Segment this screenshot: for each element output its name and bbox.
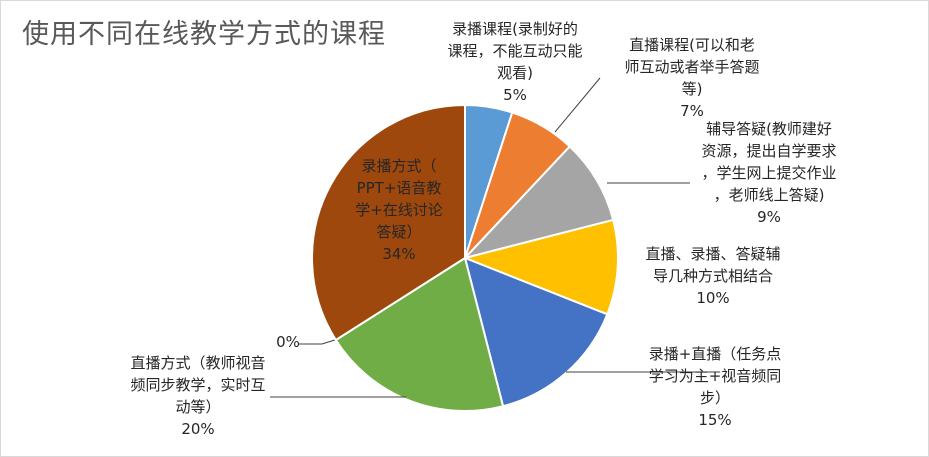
data-label-4: 录播+直播（任务点 学习为主+视音频同 步） 15% (624, 343, 806, 431)
pie-slice-4 (463, 256, 609, 408)
data-label-6: 0% (268, 331, 308, 353)
data-label-text: 等) (681, 80, 703, 98)
data-label-text: 步） (699, 389, 730, 407)
chart-title: 使用不同在线教学方式的课程 (22, 19, 386, 50)
data-label-text: PPT+语音教 (356, 179, 442, 197)
data-label-text: 直播、录播、答疑辅 (645, 245, 781, 263)
pie-slice-2 (461, 145, 615, 260)
data-label-text: 直播课程(可以和老 (629, 36, 755, 54)
data-label-1: 直播课程(可以和老 师互动或者举手答题 等) 7% (602, 34, 782, 122)
data-label-value: 7% (680, 102, 704, 120)
data-label-text: 直播方式（教师视音 (130, 354, 266, 372)
data-label-value: 15% (698, 411, 732, 429)
data-label-value: 10% (696, 289, 730, 307)
data-label-text: 辅导答疑(教师建好 (706, 120, 832, 138)
data-label-3: 直播、录播、答疑辅 导几种方式相结合 10% (618, 243, 808, 309)
data-label-2: 辅导答疑(教师建好 资源，提出自学要求 ，学生网上提交作业 ，老师线上答疑) 9% (674, 118, 864, 228)
pie-slice-3 (461, 218, 619, 316)
data-label-text: 课程，不能互动只能 (447, 42, 583, 60)
pie-slice-5 (334, 256, 505, 412)
data-label-value: 20% (181, 420, 215, 438)
data-label-value: 9% (757, 208, 781, 226)
data-label-0: 录播课程(录制好的 课程，不能互动只能 观看) 5% (430, 18, 600, 106)
pie-slice-7 (311, 103, 466, 342)
data-label-5: 直播方式（教师视音 频同步教学，实时互 动等） 20% (88, 352, 308, 440)
data-label-text: 资源，提出自学要求 (701, 142, 837, 160)
data-label-text: 答疑） (376, 223, 422, 241)
data-label-text: 动等） (175, 398, 221, 416)
data-label-text: 录播方式（ (361, 157, 437, 175)
data-label-text: 导几种方式相结合 (652, 267, 773, 285)
data-label-text: ，学生网上提交作业 (701, 164, 837, 182)
data-label-value: 34% (382, 245, 416, 263)
data-label-text: 观看) (497, 64, 533, 82)
data-label-7: 录播方式（ PPT+语音教 学+在线讨论 答疑） 34% (335, 155, 463, 265)
data-label-text: ，老师线上答疑) (713, 186, 825, 204)
data-label-text: 频同步教学，实时互 (130, 376, 266, 394)
data-label-text: 师互动或者举手答题 (624, 58, 760, 76)
data-label-value: 5% (503, 86, 527, 104)
data-label-text: 录播+直播（任务点 (648, 345, 782, 363)
data-label-text: 学+在线讨论 (355, 201, 443, 219)
data-label-text: 学习为主+视音频同 (648, 367, 782, 385)
data-label-text: 录播课程(录制好的 (452, 20, 578, 38)
leader-line-1 (554, 77, 601, 133)
data-label-value: 0% (276, 333, 300, 351)
leader-line-6 (298, 338, 339, 345)
